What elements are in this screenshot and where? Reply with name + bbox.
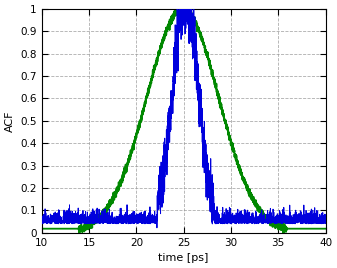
X-axis label: time [ps]: time [ps] (158, 253, 209, 263)
Y-axis label: ACF: ACF (5, 110, 15, 132)
